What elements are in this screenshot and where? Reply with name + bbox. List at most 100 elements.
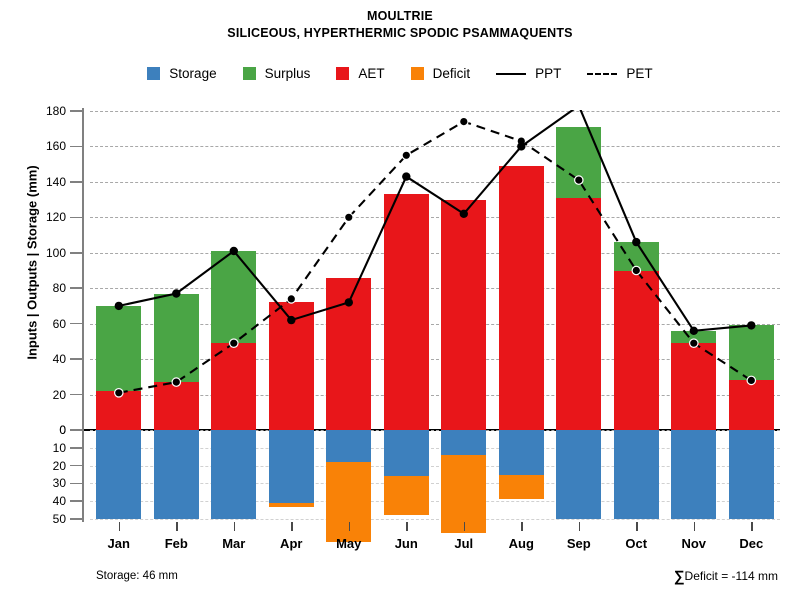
solid-line <box>496 72 527 75</box>
bar-lower-apr[interactable] <box>268 430 314 520</box>
x-label-apr: Apr <box>280 536 303 551</box>
x-tick-jun <box>406 522 408 531</box>
legend-item-surplus[interactable]: Surplus <box>242 66 311 81</box>
x-label-sep: Sep <box>566 536 591 551</box>
bar-segment-deficit-may <box>326 462 372 543</box>
bar-lower-aug[interactable] <box>498 430 544 520</box>
legend-label-aet: AET <box>358 66 385 81</box>
x-tick-jul <box>463 522 466 531</box>
chart-legend: Storage Surplus AET Deficit PPT PET <box>0 66 800 81</box>
y-tick-label-180: 180 <box>45 104 66 118</box>
legend-item-aet[interactable]: AET <box>336 66 385 81</box>
y-tick-60 <box>70 322 82 325</box>
y-tick-40 <box>70 358 82 360</box>
x-tick-aug <box>521 522 523 531</box>
bar-upper-dec[interactable] <box>728 325 774 430</box>
total-deficit-text: Deficit = -114 mm <box>684 569 778 583</box>
gridline2-40 <box>90 501 780 503</box>
gridline-20 <box>90 394 780 396</box>
x-tick-apr <box>291 522 293 531</box>
x-label-jul: Jul <box>454 536 474 551</box>
bar-segment-surplus-feb <box>153 293 199 383</box>
bar-segment-deficit-jul <box>441 454 487 534</box>
gridline-140 <box>90 181 780 183</box>
bar-segment-deficit-aug <box>498 474 544 500</box>
bar-segment-storage-feb <box>153 430 199 519</box>
gridline-120 <box>90 217 780 219</box>
bar-segment-storage-nov <box>671 430 717 519</box>
x-tick-jan <box>118 522 121 531</box>
bar-segment-aet-feb <box>153 382 199 430</box>
gridline2-30 <box>90 483 780 485</box>
bar-upper-apr[interactable] <box>268 302 314 430</box>
x-axis-month-labels: Jan Feb Mar Apr May Jun Jul Aug Sep Oct Nov Dec <box>90 536 780 556</box>
bar-lower-jan[interactable] <box>96 430 142 520</box>
bar-upper-nov[interactable] <box>671 330 717 430</box>
bar-upper-sep[interactable] <box>556 126 602 430</box>
bar-segment-storage-jul <box>441 430 487 457</box>
y-tick-120 <box>70 216 82 219</box>
bar-segment-aet-mar <box>211 343 257 430</box>
x-tick-may <box>348 522 351 531</box>
upper-y-axis-line <box>82 108 84 432</box>
bar-segment-storage-oct <box>613 430 659 519</box>
bar-segment-storage-dec <box>728 430 774 519</box>
y-tick-80 <box>70 287 82 290</box>
storage-note: Storage: 46 mm <box>96 570 178 582</box>
bar-lower-jul[interactable] <box>441 430 487 534</box>
legend-label-surplus: Surplus <box>264 66 311 81</box>
bar-segment-storage-aug <box>498 430 544 477</box>
bar-lower-dec[interactable] <box>728 430 774 520</box>
bar-upper-jul[interactable] <box>441 199 487 430</box>
y2-tick-label-30: 30 <box>52 476 66 491</box>
chart-title: MOULTRIE SILICEOUS, HYPERTHERMIC SPODIC … <box>0 8 800 42</box>
x-label-oct: Oct <box>625 536 648 551</box>
bar-upper-aug[interactable] <box>498 165 544 430</box>
bar-segment-storage-jun <box>383 430 429 479</box>
bar-upper-mar[interactable] <box>211 251 257 430</box>
square-swatch <box>336 67 350 80</box>
bar-segment-surplus-mar <box>211 251 257 344</box>
bar-lower-oct[interactable] <box>613 430 659 520</box>
y2-tick-50 <box>70 518 82 520</box>
bar-upper-oct[interactable] <box>613 242 659 430</box>
bar-lower-sep[interactable] <box>556 430 602 520</box>
bar-lower-nov[interactable] <box>671 430 717 520</box>
bar-segment-storage-apr <box>268 430 314 507</box>
y2-tick-label-50: 50 <box>52 512 66 526</box>
bar-lower-mar[interactable] <box>211 430 257 520</box>
bar-upper-jan[interactable] <box>96 305 142 430</box>
x-label-mar: Mar <box>222 536 246 551</box>
legend-item-storage[interactable]: Storage <box>147 66 217 81</box>
dashed-line <box>587 72 618 75</box>
bar-segment-aet-apr <box>268 302 314 430</box>
bar-lower-feb[interactable] <box>153 430 199 520</box>
lower-plot-area <box>90 430 780 543</box>
legend-item-ppt[interactable]: PPT <box>496 66 561 81</box>
legend-label-ppt: PPT <box>535 66 562 81</box>
upper-plot-area <box>90 110 780 430</box>
x-label-dec: Dec <box>739 536 764 551</box>
bar-lower-jun[interactable] <box>383 430 429 520</box>
y2-tick-10 <box>70 447 82 449</box>
legend-item-pet[interactable]: PET <box>587 66 653 81</box>
bar-lower-may[interactable] <box>326 430 372 543</box>
legend-label-storage: Storage <box>169 66 217 81</box>
bar-upper-jun[interactable] <box>383 194 429 430</box>
gridline-180 <box>90 111 780 112</box>
bar-upper-feb[interactable] <box>153 293 199 430</box>
y-tick-label-120: 120 <box>45 210 66 225</box>
square-swatch <box>410 67 424 80</box>
y2-tick-label-20: 20 <box>52 458 66 473</box>
bar-segment-storage-mar <box>211 430 257 519</box>
bar-segment-storage-may <box>326 430 372 464</box>
total-deficit-note: ∑Deficit = -114 mm <box>674 568 778 585</box>
bar-segment-aet-oct <box>613 270 659 430</box>
bar-upper-may[interactable] <box>326 277 372 430</box>
legend-item-deficit[interactable]: Deficit <box>410 66 470 81</box>
square-swatch <box>242 67 256 80</box>
bar-segment-deficit-jun <box>383 476 429 516</box>
bar-segment-aet-may <box>326 277 372 430</box>
x-tick-feb <box>176 522 178 531</box>
y2-tick-20 <box>70 464 82 467</box>
